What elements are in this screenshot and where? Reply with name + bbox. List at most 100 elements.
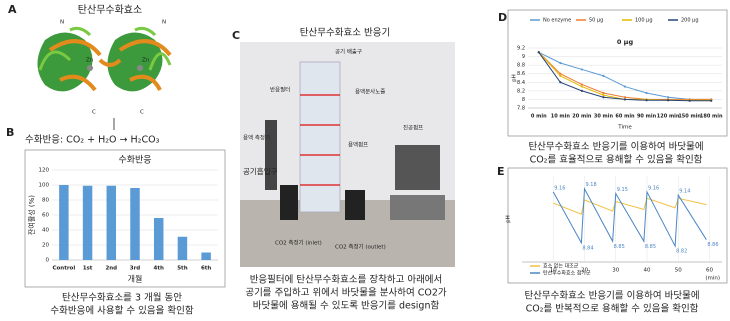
- photo-label: 반응필터: [270, 86, 290, 94]
- series-line: [553, 197, 707, 215]
- x-tick-label: 3rd: [130, 266, 141, 272]
- reactor-photo: [240, 42, 455, 267]
- x-tick-label: 90 min: [637, 114, 657, 120]
- y-tick-label: 80: [42, 198, 49, 204]
- x-tick-label: 0 min: [531, 114, 547, 120]
- structure-label: Zn: [142, 58, 150, 64]
- data-label: 9.16: [554, 185, 565, 191]
- data-label: 8.82: [676, 249, 687, 255]
- point: [667, 96, 670, 99]
- bar: [82, 185, 93, 260]
- x-tick-label: 50: [675, 268, 682, 274]
- point: [537, 51, 540, 54]
- data-label: 8.84: [582, 245, 593, 251]
- y-tick-label: 100: [39, 183, 50, 189]
- x-tick-label: 4th: [154, 266, 164, 272]
- point: [580, 83, 583, 86]
- photo-label: 용액 측정기: [243, 134, 270, 142]
- x-tick-label: 30 min: [594, 114, 614, 120]
- photo-label: CO2 측정기 (inlet): [275, 239, 322, 247]
- caption: 탄산무수화효소를 3 개월 동안: [62, 292, 182, 304]
- caption: 반응필터에 탄산무수화효소를 장착하고 아래에서: [250, 274, 443, 286]
- point: [559, 81, 562, 84]
- caption: 탄산무수화효소 반응기를 이용하여 바닷물에: [528, 141, 703, 153]
- bar: [153, 218, 164, 260]
- bar: [106, 185, 117, 260]
- y-tick-label: 9: [522, 54, 525, 60]
- chart-frame: [507, 167, 728, 284]
- structure-label: N: [162, 20, 166, 26]
- bar: [201, 252, 211, 260]
- legend-label: 50 μg: [589, 18, 603, 24]
- x-axis-label: (min): [705, 276, 720, 282]
- point: [645, 99, 648, 102]
- panel-title: 탄산무수화효소 반응기: [300, 28, 390, 39]
- x-tick-label: 10 min: [551, 114, 571, 120]
- y-tick-label: 0: [46, 258, 50, 264]
- y-tick-label: 9.2: [517, 46, 525, 52]
- point: [602, 96, 605, 99]
- point: [710, 99, 713, 102]
- chart-title: 수화반응: [118, 155, 151, 166]
- data-label: 9.18: [586, 182, 597, 188]
- point: [602, 91, 605, 95]
- y-tick-label: 8.6: [517, 71, 525, 77]
- x-tick-label: 20 min: [572, 114, 592, 120]
- bar: [130, 188, 140, 260]
- x-tick-label: Control: [52, 266, 75, 272]
- caption: 탄산무수화효소 반응기를 이용하여 바닷물에: [524, 290, 699, 302]
- caption: 공기를 주입하고 위에서 바닷물을 분사하여 CO2가: [245, 287, 447, 299]
- point: [602, 74, 605, 77]
- point: [645, 91, 648, 95]
- protein-structure: [37, 26, 172, 92]
- structure-label: C: [92, 110, 96, 116]
- point: [688, 99, 691, 102]
- x-tick-label: 20: [581, 268, 588, 274]
- structure-label: Zn: [86, 58, 94, 64]
- point: [580, 68, 583, 71]
- legend-label: 100 μg: [635, 18, 653, 24]
- photo-label: 공기흡입구: [243, 166, 278, 176]
- caption: CO₂를 반복적으로 용해할 수 있음을 확인함: [526, 303, 699, 315]
- panel-label: A: [8, 3, 17, 16]
- y-tick-label: 8.2: [517, 88, 525, 94]
- y-tick-label: 60: [42, 213, 49, 219]
- photo-label: CO2 측정기 (outlet): [335, 243, 386, 251]
- point: [559, 72, 562, 75]
- panel-label: B: [6, 126, 14, 139]
- photo-label: 진공펌프: [403, 124, 423, 132]
- legend-label: 효소 없는 대조군: [543, 263, 579, 270]
- point: [623, 98, 627, 101]
- panel-label: E: [497, 165, 505, 178]
- x-axis-label: Time: [617, 125, 632, 131]
- panel-title: 탄산무수화효소: [78, 4, 142, 16]
- caption: CO₂를 효율적으로 용해할 수 있음을 확인함: [530, 154, 703, 166]
- y-axis-label: 잔여활성 (%): [27, 195, 36, 235]
- point: [623, 96, 627, 99]
- point: [559, 74, 562, 77]
- legend-label: No enzyme: [543, 18, 571, 24]
- point: [602, 94, 605, 97]
- data-label: 8.85: [614, 244, 625, 250]
- y-tick-label: 8: [522, 97, 525, 103]
- x-tick-label: 150 min: [678, 114, 701, 120]
- caption: 바닷물에 용해될 수 있도록 반응기를 design함: [253, 300, 440, 312]
- bar: [59, 185, 69, 260]
- y-tick-label: 120: [39, 168, 50, 174]
- photo-label: 용액펌프: [348, 142, 368, 149]
- y-tick-label: 8.8: [517, 63, 525, 69]
- panel-label: C: [232, 29, 240, 42]
- structure-label: C: [140, 110, 144, 116]
- photo-label: 용액분사노즐: [355, 88, 385, 96]
- y-axis-label: pH: [506, 215, 512, 223]
- panel-label: D: [498, 11, 507, 24]
- point: [559, 61, 562, 65]
- bar: [177, 236, 188, 260]
- x-tick-label: 10: [550, 268, 557, 274]
- point: [580, 85, 583, 88]
- chart-subtitle: 0 μg: [617, 38, 634, 46]
- x-tick-label: 60: [706, 268, 713, 274]
- point: [580, 89, 583, 92]
